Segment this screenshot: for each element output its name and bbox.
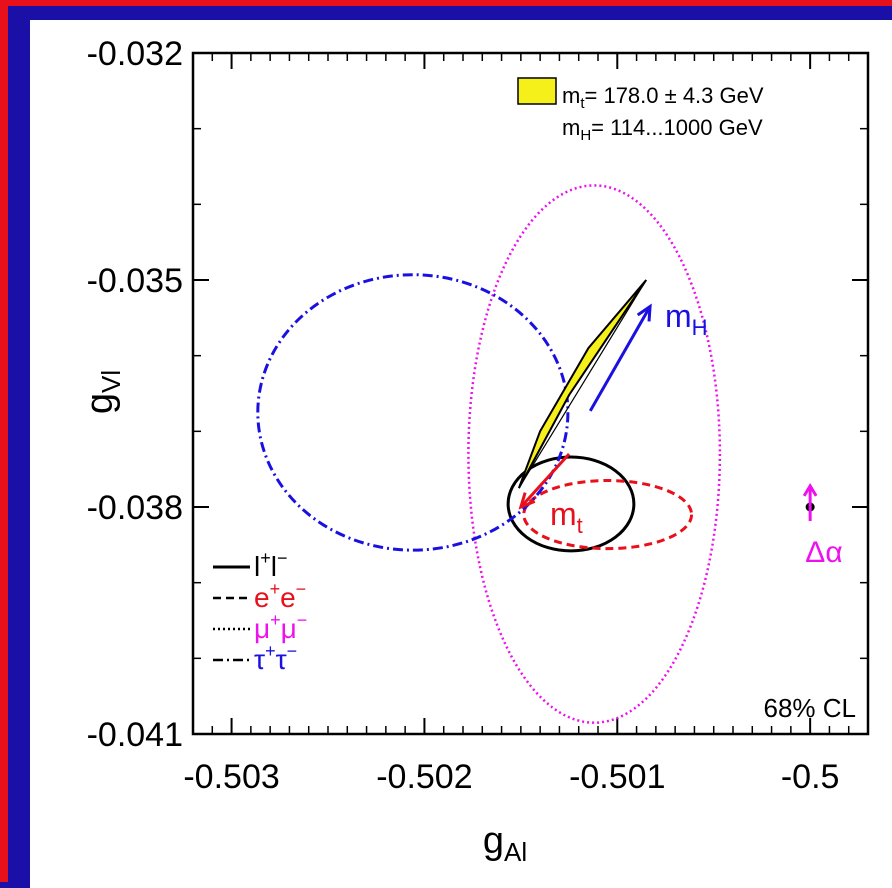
x-axis-title-main: g: [483, 820, 504, 862]
delta-alpha-label: Δα: [805, 536, 842, 569]
mh-annotation-text: = 114...1000 GeV: [591, 115, 763, 140]
curves-group: [256, 184, 818, 724]
y-tick-label: -0.035: [87, 262, 183, 300]
y-tick-label: -0.038: [87, 489, 183, 527]
legend-ll-label-part: −: [277, 548, 288, 568]
band-swatch: [517, 77, 557, 105]
mh-annotation: mH= 114...1000 GeV: [562, 115, 763, 144]
mt-arrow-head: [518, 492, 536, 510]
legend-tautau-label-part: −: [287, 641, 298, 661]
mh-annotation-m: m: [562, 115, 580, 140]
ll-contour: [506, 455, 636, 553]
legend-ll-label: l+l−: [254, 548, 288, 582]
y-tick-label: -0.041: [87, 716, 183, 754]
x-axis-title-sub: Al: [504, 837, 527, 867]
mh-arrow-label: mH: [665, 298, 708, 340]
mumu-contour: [467, 184, 722, 724]
contour-plot: -0.503 -0.502 -0.501 -0.5 -0.032 -0.035 -0.038…: [79, 35, 870, 867]
y-axis-title: gVl: [79, 370, 126, 414]
legend-ee-label: e+e−: [254, 579, 306, 613]
legend-tautau-label-part: +: [265, 641, 276, 661]
mt-arrow-label-sub: t: [577, 513, 583, 538]
y-axis-title-sub: Vl: [96, 370, 126, 393]
mt-annotation-text: = 178.0 ± 4.3 GeV: [585, 83, 764, 108]
legend-tautau-label-part: τ: [276, 644, 287, 675]
sm-band-inner-edge: [518, 279, 647, 489]
legend-ee-label-part: e: [254, 582, 270, 613]
x-tick-label: -0.502: [376, 758, 472, 796]
legend: l+l−e+e−μ+μ−τ+τ−: [213, 548, 307, 675]
legend-ll-label-part: l: [254, 551, 260, 582]
mt-annotation: mt= 178.0 ± 4.3 GeV: [562, 83, 764, 112]
mh-arrow-label-sub: H: [692, 315, 708, 340]
legend-tautau-label: τ+τ−: [254, 641, 297, 675]
legend-mumu-label-part: μ: [281, 613, 297, 644]
legend-mumu-label-part: +: [270, 610, 281, 630]
y-tick-label: -0.032: [87, 35, 183, 73]
mt-annotation-sub: t: [580, 95, 585, 112]
x-tick-label: -0.501: [569, 758, 665, 796]
ee-contour: [522, 479, 694, 551]
mh-arrow-head: [636, 303, 652, 322]
mh-arrow: [588, 305, 652, 412]
legend-ll-label-part: l: [271, 551, 277, 582]
mh-annotation-sub: H: [580, 127, 591, 144]
legend-mumu-label-part: μ: [254, 613, 270, 644]
plot-area: [191, 51, 870, 736]
x-tick-label: -0.5: [781, 758, 840, 796]
mt-annotation-m: m: [562, 83, 580, 108]
legend-mumu-label-part: −: [297, 610, 308, 630]
mt-arrow-label: mt: [550, 496, 583, 538]
legend-ee-label-part: −: [296, 579, 307, 599]
mt-arrow: [519, 453, 571, 509]
delta-alpha-arrow-head: [802, 482, 818, 497]
cl-annotation: 68% CL: [764, 693, 857, 723]
x-axis-title: gAl: [483, 820, 527, 867]
chart-canvas: -0.503 -0.502 -0.501 -0.5 -0.032 -0.035 -0.038…: [30, 20, 892, 888]
legend-mumu-label: μ+μ−: [254, 610, 307, 644]
legend-tautau-label-part: τ: [254, 644, 265, 675]
x-tick-label: -0.503: [183, 758, 279, 796]
sm-prediction-band: [517, 279, 648, 489]
tautau-contour: [256, 273, 570, 552]
mt-arrow-label-m: m: [550, 496, 577, 532]
legend-ll-label-part: +: [260, 548, 271, 568]
mh-arrow-label-m: m: [665, 298, 692, 334]
y-axis-title-main: g: [79, 393, 121, 414]
legend-ee-label-part: +: [270, 579, 281, 599]
legend-ee-label-part: e: [280, 582, 296, 613]
ticks-group: -0.503 -0.502 -0.501 -0.5 -0.032 -0.035 -0.038…: [87, 35, 869, 796]
